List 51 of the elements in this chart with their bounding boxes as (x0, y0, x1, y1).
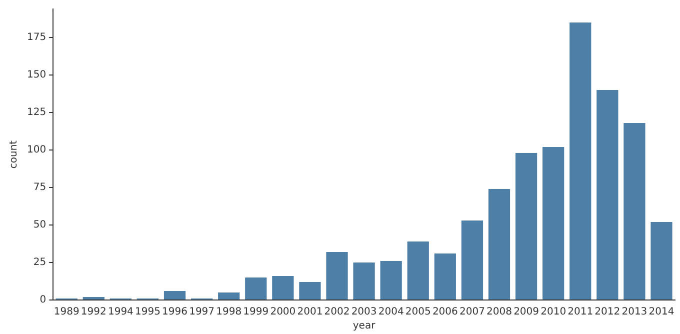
x-tick-label: 2002 (324, 306, 350, 318)
bar (624, 123, 646, 300)
y-tick-label: 125 (26, 107, 46, 118)
bar (407, 242, 429, 300)
bar (650, 222, 672, 300)
bar (326, 252, 348, 300)
x-tick-label: 2008 (486, 306, 512, 318)
y-tick-label: 75 (33, 182, 46, 194)
x-axis-title: year (352, 320, 376, 332)
x-tick-label: 1989 (54, 306, 80, 318)
bar (542, 147, 564, 300)
bar (353, 262, 375, 300)
y-tick-label: 100 (26, 144, 46, 156)
y-tick-label: 0 (40, 294, 46, 306)
y-tick-label: 50 (33, 220, 46, 231)
x-tick-label: 2013 (622, 306, 648, 318)
x-tick-label: 1992 (80, 306, 106, 318)
x-tick-label: 2003 (351, 306, 377, 318)
bar (164, 291, 186, 300)
x-tick-label: 2011 (568, 306, 594, 318)
y-tick-label: 175 (26, 32, 46, 44)
bar (461, 220, 484, 300)
bar (299, 282, 321, 300)
bar (245, 278, 267, 300)
x-tick-label: 2007 (459, 306, 485, 318)
bar (272, 276, 294, 300)
x-tick-label: 2009 (514, 306, 540, 318)
x-tick-label: 1995 (135, 306, 160, 318)
x-tick-label: 1996 (162, 306, 188, 318)
bar (515, 153, 538, 300)
bar (570, 22, 592, 300)
bar (596, 90, 618, 300)
y-axis-title: count (8, 140, 20, 169)
bar (434, 254, 456, 300)
x-tick-label: 2012 (594, 306, 620, 318)
x-tick-label: 2004 (378, 306, 404, 318)
x-tick-label: 1997 (189, 306, 215, 318)
x-tick-label: 1998 (216, 306, 242, 318)
x-tick-label: 2014 (648, 306, 674, 318)
x-tick-label: 2001 (297, 306, 323, 318)
x-tick-label: 1999 (243, 306, 269, 318)
x-tick-label: 2010 (540, 306, 566, 318)
bar (380, 261, 402, 300)
y-tick-label: 25 (33, 257, 46, 268)
bar (218, 292, 240, 300)
x-tick-label: 2006 (432, 306, 458, 318)
x-tick-label: 2005 (405, 306, 431, 318)
x-tick-label: 2000 (270, 306, 296, 318)
y-tick-label: 150 (26, 70, 46, 81)
x-tick-label: 1994 (108, 306, 134, 318)
bar (488, 189, 510, 300)
